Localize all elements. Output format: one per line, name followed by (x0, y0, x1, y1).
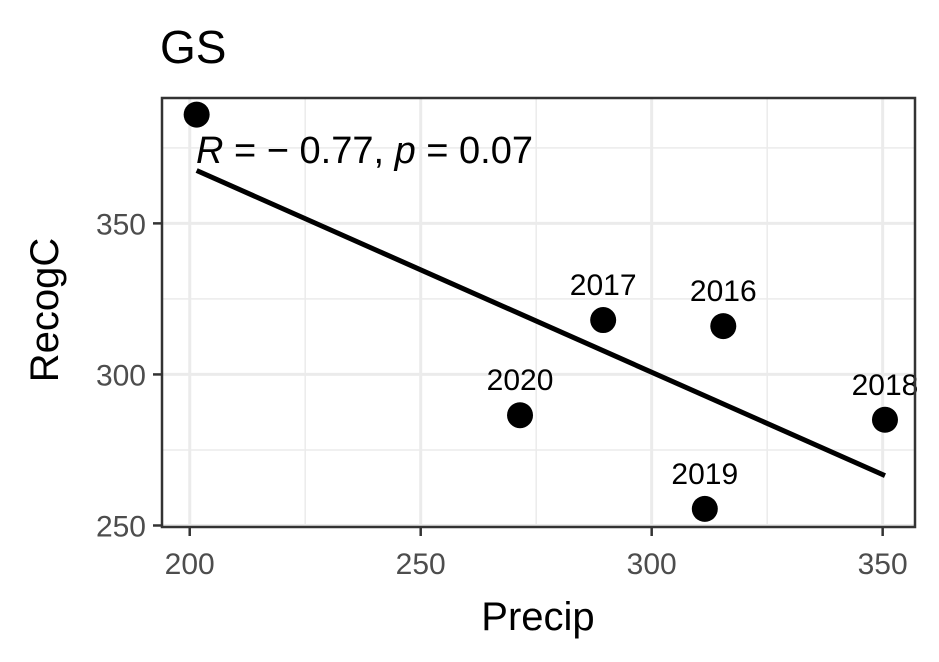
point-label: 2018 (852, 369, 919, 402)
y-tick-label: 350 (96, 208, 146, 241)
y-axis-ticks: 250 300 350 (96, 208, 162, 543)
p-symbol: p (394, 130, 416, 172)
y-tick-label: 300 (96, 359, 146, 392)
x-axis-title: Precip (481, 595, 594, 639)
x-tick-label: 250 (396, 548, 446, 581)
point-label: 2019 (671, 458, 738, 491)
data-point (507, 402, 534, 429)
data-point (871, 406, 898, 433)
point-label: 2020 (487, 364, 554, 397)
minor-gridlines (162, 98, 915, 527)
data-point (183, 101, 210, 128)
regression-line-layer (195, 168, 886, 478)
y-axis-title: RecogC (23, 238, 67, 383)
data-point (590, 307, 617, 334)
x-tick-label: 200 (165, 548, 215, 581)
panel-border (160, 96, 917, 529)
point-labels: 2017 2016 2020 2018 2019 (487, 269, 919, 491)
data-points (183, 101, 898, 522)
x-tick-label: 350 (858, 548, 908, 581)
y-tick-label: 250 (96, 510, 146, 543)
data-point (691, 495, 718, 522)
x-axis-ticks: 200 250 300 350 (165, 527, 908, 581)
regression-line (195, 168, 886, 478)
point-label: 2017 (570, 269, 637, 302)
major-gridlines (162, 98, 915, 527)
correlation-annotation: R = − 0.77, p = 0.07 (196, 130, 533, 172)
p-value: = 0.07 (416, 130, 533, 172)
data-point (710, 313, 737, 340)
r-value: = − 0.77, (223, 130, 394, 172)
x-tick-label: 300 (627, 548, 677, 581)
point-label: 2016 (690, 275, 757, 308)
chart-title: GS (160, 21, 226, 73)
r-symbol: R (196, 130, 223, 172)
